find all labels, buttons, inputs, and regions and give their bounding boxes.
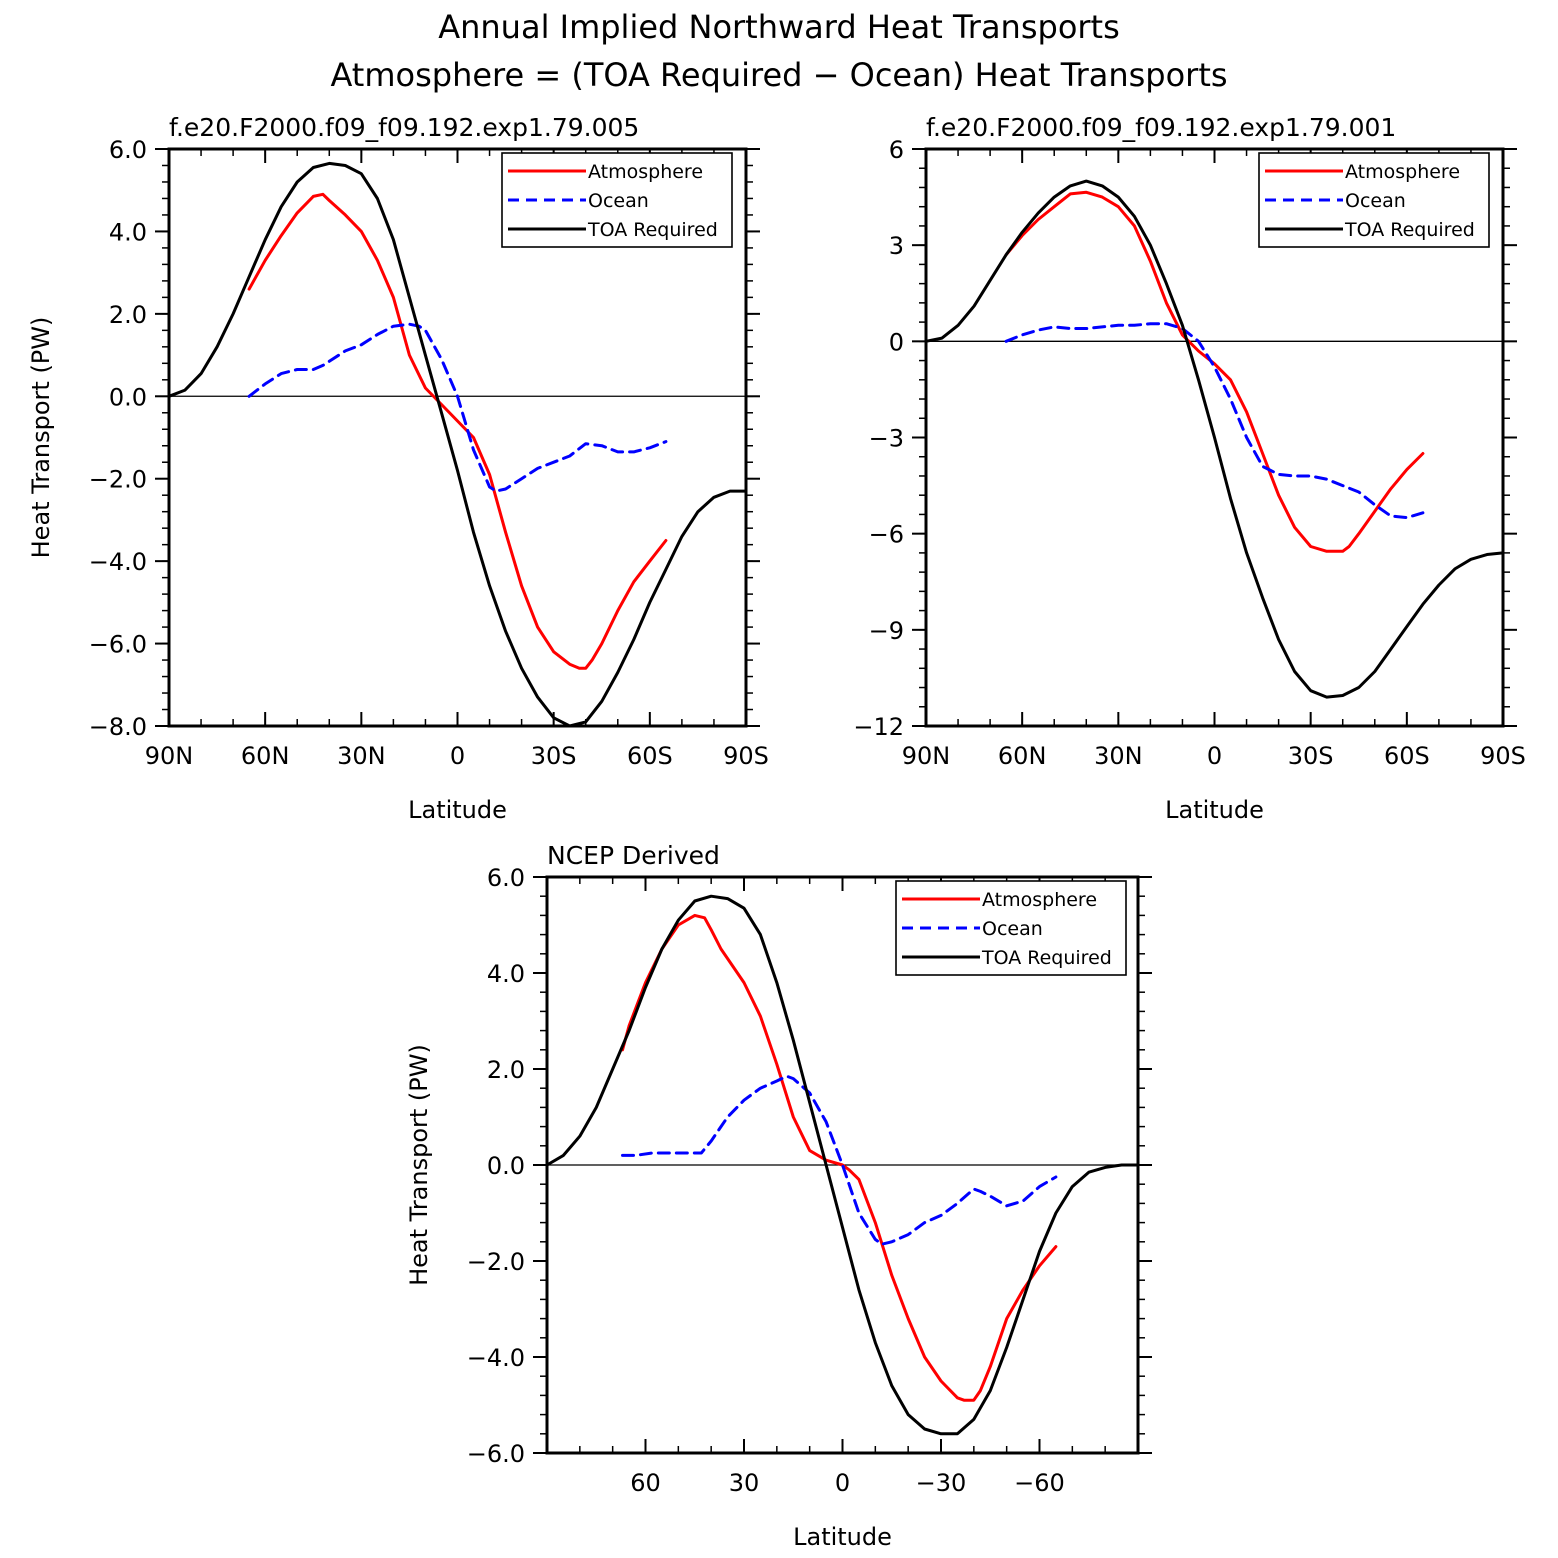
y-tick-label: −8.0 [89, 713, 147, 741]
x-tick-label: 0 [450, 742, 465, 770]
legend: Atmosphere Ocean TOA Required [1258, 152, 1490, 248]
x-axis-title: Latitude [1165, 796, 1264, 824]
y-tick-label: 4.0 [109, 218, 147, 246]
x-tick-label: 90S [1480, 742, 1526, 770]
y-tick-label: 6 [889, 136, 904, 164]
y-tick-label: 3 [889, 232, 904, 260]
series-line-atmosphere [1004, 190, 1425, 553]
x-tick-label: 90N [145, 742, 194, 770]
plot-frame [167, 147, 748, 728]
panel-subtitle: f.e20.F2000.f09_f09.192.exp1.79.001 [926, 113, 1396, 142]
chart-panel-1: f.e20.F2000.f09_f09.192.exp1.79.005 90N 60… [27, 113, 769, 824]
legend-label: Atmosphere [1345, 161, 1460, 183]
series-line-toa-required [167, 161, 748, 728]
y-tick-label: 0.0 [109, 383, 147, 411]
legend-label: Ocean [982, 918, 1043, 940]
y-tick-label: 2.0 [109, 301, 147, 329]
legend: Atmosphere Ocean TOA Required [501, 152, 733, 248]
legend-label: Atmosphere [982, 889, 1097, 911]
legend-label: TOA Required [1344, 219, 1475, 241]
x-tick-label: 60S [1384, 742, 1430, 770]
y-tick-label: 6.0 [109, 136, 147, 164]
legend-label: Ocean [1345, 190, 1406, 212]
y-tick-label: −9 [869, 617, 904, 645]
y-tick-label: 4.0 [487, 960, 525, 988]
y-tick-label: −4.0 [467, 1344, 525, 1372]
y-axis-title: Heat Transport (PW) [405, 1044, 433, 1286]
y-tick-label: 6.0 [487, 864, 525, 892]
x-tick-label: 60N [241, 742, 290, 770]
legend-box [501, 152, 733, 248]
x-tick-label: 30N [1094, 742, 1143, 770]
x-tick-label: −30 [916, 1469, 967, 1497]
series-line-toa-required [924, 179, 1505, 699]
y-tick-label: −6 [869, 521, 904, 549]
legend-box [895, 880, 1127, 976]
plot-frame [545, 875, 1140, 1455]
x-tick-label: 90N [902, 742, 951, 770]
y-tick-label: −4.0 [89, 548, 147, 576]
x-tick-label: 90S [723, 742, 769, 770]
series-line-ocean [1004, 322, 1425, 520]
legend-label: TOA Required [587, 219, 718, 241]
x-axis-title: Latitude [793, 1523, 892, 1551]
chart-panel-3: NCEP Derived 60 30 0 −30 −60 −6.0 −4.0 −2.0 0.0 2.… [405, 841, 1152, 1551]
plot-frame [924, 147, 1505, 728]
panel-subtitle: f.e20.F2000.f09_f09.192.exp1.79.005 [169, 113, 639, 142]
legend: Atmosphere Ocean TOA Required [895, 880, 1127, 976]
y-tick-label: 0.0 [487, 1152, 525, 1180]
series-line-ocean [621, 1074, 1058, 1246]
figure-title-line1: Annual Implied Northward Heat Transports [438, 8, 1120, 46]
y-tick-label: −6.0 [89, 631, 147, 659]
series-line-toa-required [545, 894, 1140, 1436]
panel-subtitle: NCEP Derived [547, 841, 720, 870]
series-line-atmosphere [247, 192, 668, 670]
x-tick-label: 30N [337, 742, 386, 770]
legend-label: Ocean [588, 190, 649, 212]
y-axis-title: Heat Transport (PW) [27, 317, 55, 559]
legend-label: TOA Required [981, 947, 1112, 969]
y-tick-label: 0 [889, 328, 904, 356]
y-tick-label: −3 [869, 425, 904, 453]
y-tick-label: −2.0 [467, 1248, 525, 1276]
y-tick-label: 2.0 [487, 1056, 525, 1084]
series-line-ocean [247, 322, 668, 493]
x-tick-label: 60 [630, 1469, 661, 1497]
x-tick-label: 0 [835, 1469, 850, 1497]
figure-title-line2: Atmosphere = (TOA Required − Ocean) Heat… [330, 56, 1227, 94]
x-tick-label: 30S [531, 742, 577, 770]
x-tick-label: 60N [998, 742, 1047, 770]
legend-box [1258, 152, 1490, 248]
y-tick-label: −12 [853, 713, 904, 741]
x-tick-label: 60S [627, 742, 673, 770]
legend-label: Atmosphere [588, 161, 703, 183]
x-tick-label: 30 [729, 1469, 760, 1497]
x-tick-label: −60 [1014, 1469, 1065, 1497]
y-tick-label: −6.0 [467, 1440, 525, 1468]
x-tick-label: 30S [1288, 742, 1334, 770]
x-axis-title: Latitude [408, 796, 507, 824]
x-tick-label: 0 [1207, 742, 1222, 770]
y-tick-label: −2.0 [89, 466, 147, 494]
